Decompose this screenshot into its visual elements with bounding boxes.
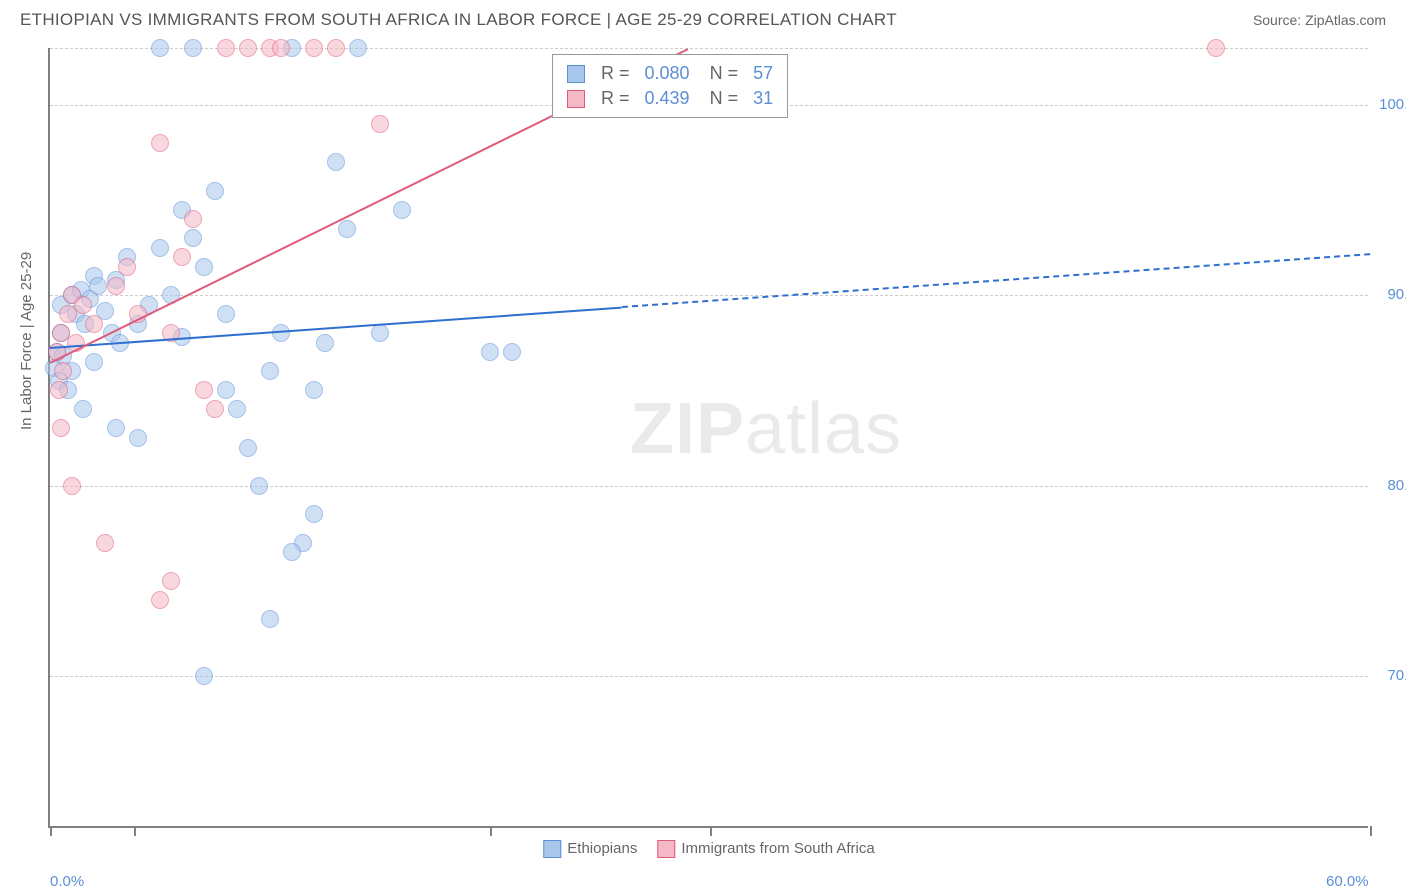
- data-point: [85, 315, 103, 333]
- data-point: [206, 400, 224, 418]
- watermark-zip: ZIP: [630, 389, 745, 469]
- plot-area: ZIPatlas 70.0%80.0%90.0%100.0%0.0%60.0%R…: [48, 48, 1368, 828]
- stat-r-value: 0.080: [645, 63, 690, 84]
- data-point: [481, 343, 499, 361]
- x-tick-label: 60.0%: [1326, 873, 1369, 890]
- data-point: [349, 39, 367, 57]
- x-tick: [490, 826, 492, 836]
- data-point: [96, 534, 114, 552]
- legend-swatch: [657, 840, 675, 858]
- data-point: [217, 39, 235, 57]
- data-point: [151, 134, 169, 152]
- y-tick-label: 70.0%: [1374, 667, 1406, 684]
- data-point: [250, 477, 268, 495]
- legend-item: Immigrants from South Africa: [657, 840, 874, 858]
- x-tick: [1370, 826, 1372, 836]
- data-point: [228, 400, 246, 418]
- data-point: [1207, 39, 1225, 57]
- legend: Ethiopians Immigrants from South Africa: [543, 840, 874, 858]
- data-point: [371, 115, 389, 133]
- data-point: [503, 343, 521, 361]
- trend-line: [622, 253, 1370, 308]
- stat-n-label: N =: [700, 88, 744, 109]
- data-point: [316, 334, 334, 352]
- y-tick-label: 90.0%: [1374, 286, 1406, 303]
- x-tick: [134, 826, 136, 836]
- legend-item: Ethiopians: [543, 840, 637, 858]
- gridline: [50, 486, 1368, 487]
- data-point: [327, 153, 345, 171]
- data-point: [272, 324, 290, 342]
- data-point: [283, 543, 301, 561]
- data-point: [151, 39, 169, 57]
- stats-legend: R = 0.080 N = 57R = 0.439 N = 31: [552, 54, 788, 118]
- stat-n-value: 57: [753, 63, 773, 84]
- data-point: [74, 400, 92, 418]
- stat-r-label: R =: [601, 63, 635, 84]
- data-point: [184, 210, 202, 228]
- y-axis-label: In Labor Force | Age 25-29: [18, 252, 35, 430]
- data-point: [305, 381, 323, 399]
- data-point: [217, 381, 235, 399]
- data-point: [107, 277, 125, 295]
- data-point: [261, 610, 279, 628]
- watermark-atlas: atlas: [745, 389, 902, 469]
- x-tick: [50, 826, 52, 836]
- data-point: [217, 305, 235, 323]
- stats-row: R = 0.439 N = 31: [567, 86, 773, 111]
- data-point: [173, 248, 191, 266]
- header: ETHIOPIAN VS IMMIGRANTS FROM SOUTH AFRIC…: [0, 0, 1406, 40]
- data-point: [151, 591, 169, 609]
- chart-title: ETHIOPIAN VS IMMIGRANTS FROM SOUTH AFRIC…: [20, 10, 897, 30]
- data-point: [129, 429, 147, 447]
- data-point: [338, 220, 356, 238]
- data-point: [272, 39, 290, 57]
- data-point: [184, 229, 202, 247]
- data-point: [151, 239, 169, 257]
- y-tick-label: 100.0%: [1374, 96, 1406, 113]
- data-point: [54, 362, 72, 380]
- gridline: [50, 295, 1368, 296]
- data-point: [239, 39, 257, 57]
- data-point: [305, 39, 323, 57]
- data-point: [239, 439, 257, 457]
- source-label: Source: ZipAtlas.com: [1253, 12, 1386, 28]
- gridline: [50, 676, 1368, 677]
- stat-r-value: 0.439: [645, 88, 690, 109]
- stat-n-label: N =: [700, 63, 744, 84]
- data-point: [85, 353, 103, 371]
- data-point: [52, 419, 70, 437]
- legend-swatch: [543, 840, 561, 858]
- data-point: [195, 258, 213, 276]
- stats-row: R = 0.080 N = 57: [567, 61, 773, 86]
- watermark: ZIPatlas: [630, 388, 902, 470]
- data-point: [162, 572, 180, 590]
- data-point: [184, 39, 202, 57]
- stat-r-label: R =: [601, 88, 635, 109]
- data-point: [118, 258, 136, 276]
- data-point: [195, 381, 213, 399]
- data-point: [327, 39, 345, 57]
- data-point: [206, 182, 224, 200]
- x-tick: [710, 826, 712, 836]
- data-point: [89, 277, 107, 295]
- data-point: [371, 324, 389, 342]
- legend-label: Ethiopians: [567, 840, 637, 857]
- data-point: [305, 505, 323, 523]
- data-point: [50, 381, 68, 399]
- data-point: [107, 419, 125, 437]
- data-point: [63, 477, 81, 495]
- legend-swatch: [567, 65, 585, 83]
- data-point: [261, 362, 279, 380]
- y-tick-label: 80.0%: [1374, 477, 1406, 494]
- data-point: [393, 201, 411, 219]
- legend-label: Immigrants from South Africa: [681, 840, 874, 857]
- legend-swatch: [567, 90, 585, 108]
- data-point: [195, 667, 213, 685]
- data-point: [74, 296, 92, 314]
- stat-n-value: 31: [753, 88, 773, 109]
- x-tick-label: 0.0%: [50, 873, 84, 890]
